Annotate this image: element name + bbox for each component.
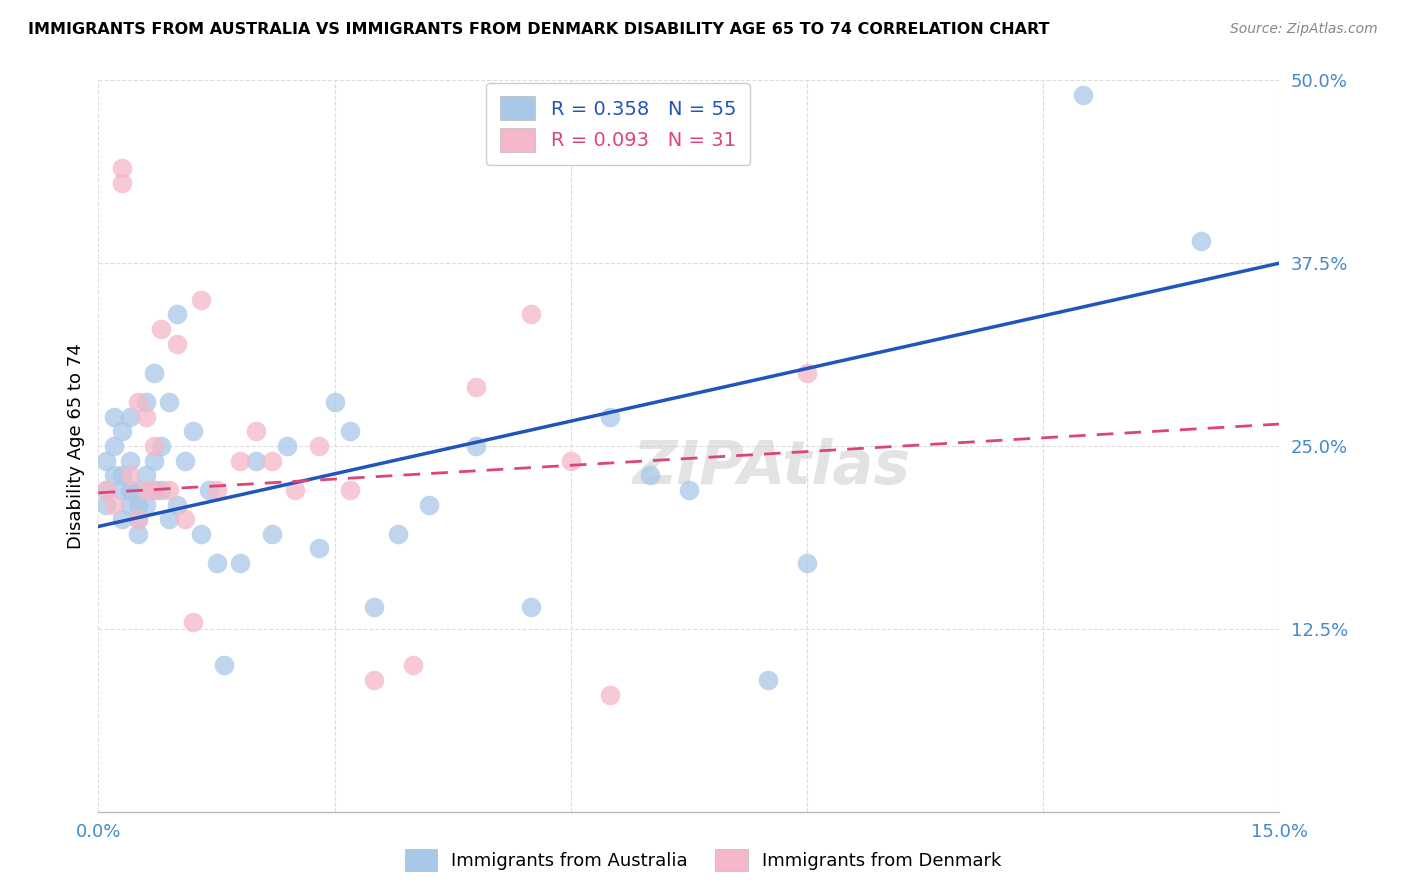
Point [323,395,346,409]
Point [363,673,385,687]
Point [174,453,197,467]
Point [339,483,361,497]
Text: Source: ZipAtlas.com: Source: ZipAtlas.com [1230,22,1378,37]
Point [1189,234,1212,248]
Point [118,409,141,424]
Point [308,439,330,453]
Point [157,512,180,526]
Point [142,366,165,380]
Point [127,498,149,512]
Point [111,161,134,175]
Point [96,453,118,467]
Point [103,409,125,424]
Point [127,512,149,526]
Point [135,498,157,512]
Point [402,658,425,673]
Point [157,483,180,497]
Point [157,395,180,409]
Point [181,425,204,439]
Text: ZIPAtlas: ZIPAtlas [633,439,911,498]
Point [276,439,298,453]
Point [465,439,488,453]
Point [150,322,173,336]
Point [142,483,165,497]
Point [245,425,267,439]
Point [181,615,204,629]
Point [205,483,228,497]
Point [174,512,197,526]
Point [127,526,149,541]
Point [229,556,252,570]
Point [118,453,141,467]
Point [111,425,134,439]
Point [678,483,700,497]
Point [214,658,236,673]
Point [229,453,252,467]
Point [796,366,818,380]
Point [796,556,818,570]
Point [418,498,440,512]
Point [150,483,173,497]
Point [118,498,141,512]
Point [111,483,134,497]
Point [96,483,118,497]
Point [111,176,134,190]
Point [135,483,157,497]
Point [96,498,118,512]
Point [96,483,118,497]
Point [190,526,212,541]
Point [284,483,307,497]
Point [142,453,165,467]
Point [142,483,165,497]
Point [1071,87,1094,102]
Point [638,468,661,483]
Point [308,541,330,556]
Point [560,453,582,467]
Point [197,483,219,497]
Point [150,439,173,453]
Point [599,409,621,424]
Point [599,688,621,702]
Point [103,439,125,453]
Point [118,483,141,497]
Point [520,599,543,614]
Point [127,512,149,526]
Point [166,307,188,321]
Point [127,395,149,409]
Point [118,468,141,483]
Point [520,307,543,321]
Y-axis label: Disability Age 65 to 74: Disability Age 65 to 74 [66,343,84,549]
Point [387,526,409,541]
Point [363,599,385,614]
Point [103,468,125,483]
Point [111,512,134,526]
Text: IMMIGRANTS FROM AUSTRALIA VS IMMIGRANTS FROM DENMARK DISABILITY AGE 65 TO 74 COR: IMMIGRANTS FROM AUSTRALIA VS IMMIGRANTS … [28,22,1050,37]
Point [111,468,134,483]
Point [465,380,488,394]
Legend: Immigrants from Australia, Immigrants from Denmark: Immigrants from Australia, Immigrants fr… [398,842,1008,879]
Point [135,409,157,424]
Point [142,439,165,453]
Point [127,483,149,497]
Point [135,468,157,483]
Point [339,425,361,439]
Point [103,498,125,512]
Point [205,556,228,570]
Point [245,453,267,467]
Point [166,336,188,351]
Legend: R = 0.358   N = 55, R = 0.093   N = 31: R = 0.358 N = 55, R = 0.093 N = 31 [486,83,749,165]
Point [260,526,283,541]
Point [756,673,779,687]
Point [190,293,212,307]
Point [260,453,283,467]
Point [135,395,157,409]
Point [166,498,188,512]
